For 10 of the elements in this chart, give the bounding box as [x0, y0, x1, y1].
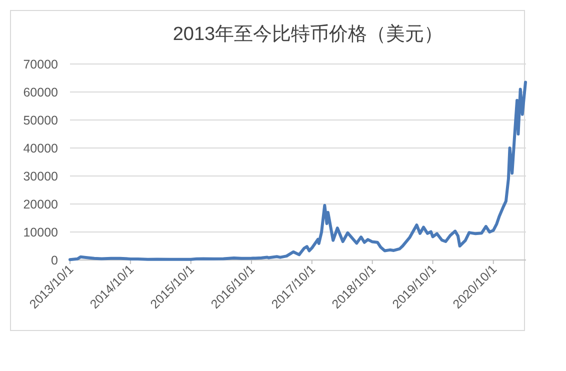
y-tick-label: 30000 [23, 170, 58, 184]
y-tick-label: 40000 [23, 142, 58, 156]
y-tick-label: 10000 [23, 226, 58, 240]
y-tick-label: 50000 [23, 114, 58, 128]
y-tick-label: 20000 [23, 198, 58, 212]
line-series [68, 80, 527, 262]
y-tick-label: 0 [51, 254, 58, 268]
y-tick-label: 70000 [23, 58, 58, 72]
chart-title: 2013年至今比特币价格（美元） [172, 23, 444, 45]
y-tick-label: 60000 [23, 86, 58, 100]
